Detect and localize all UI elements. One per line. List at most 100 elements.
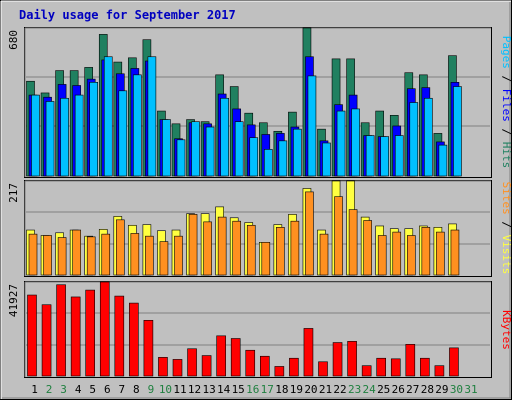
kbytes-bar-kbytes-day-2 <box>41 304 52 377</box>
hits-bar-pages-day-25 <box>380 136 390 177</box>
kbytes-bar-kbytes-day-11 <box>172 359 183 377</box>
visits-bar-sites-day-20 <box>305 191 314 276</box>
kbytes-bar-kbytes-day-10 <box>158 357 168 377</box>
visits-bar-sites-day-25 <box>377 235 387 276</box>
day-label-1: 1 <box>31 383 38 396</box>
day-label-11: 11 <box>173 383 186 396</box>
kbytes-bar-kbytes-day-9 <box>143 320 154 377</box>
day-label-18: 18 <box>275 383 288 396</box>
day-label-28: 28 <box>421 383 434 396</box>
kbytes-bar-kbytes-day-1 <box>27 294 37 377</box>
legend-visits: Visits <box>500 235 512 275</box>
hits-bar-pages-day-10 <box>162 119 171 177</box>
hits-bar-pages-day-9 <box>147 56 157 177</box>
hits-bar-pages-day-15 <box>234 121 244 177</box>
visits-bar-sites-day-10 <box>159 241 169 276</box>
hits-ymax-label: 680 <box>7 30 20 50</box>
hits-bar-pages-day-6 <box>103 56 113 177</box>
visits-bar-sites-day-2 <box>43 235 52 276</box>
day-label-10: 10 <box>159 383 172 396</box>
day-label-31: 31 <box>464 383 477 396</box>
hits-bar-pages-day-23 <box>351 108 360 177</box>
kbytes-bar-kbytes-day-12 <box>187 348 197 377</box>
day-label-2: 2 <box>46 383 53 396</box>
hits-legend: Pages / Files / Hits <box>500 36 512 169</box>
bars <box>26 27 462 377</box>
day-label-6: 6 <box>104 383 111 396</box>
hits-bar-pages-day-3 <box>60 97 69 177</box>
kbytes-bar-kbytes-day-20 <box>303 328 314 377</box>
kbytes-bar-kbytes-day-3 <box>56 284 66 377</box>
kbytes-legend: KBytes <box>500 310 512 350</box>
day-label-25: 25 <box>377 383 390 396</box>
day-label-15: 15 <box>232 383 245 396</box>
kbytes-bar-kbytes-day-22 <box>332 342 343 377</box>
visits-bar-sites-day-4 <box>72 229 81 276</box>
hits-bar-pages-day-8 <box>133 74 142 177</box>
legend-pages: Pages <box>500 36 512 69</box>
kbytes-bar-kbytes-day-17 <box>259 355 270 377</box>
hits-bar-pages-day-7 <box>118 90 128 177</box>
hits-bar-pages-day-16 <box>249 137 259 177</box>
hits-bar-pages-day-20 <box>307 75 317 177</box>
kbytes-bar-kbytes-day-26 <box>390 358 401 377</box>
kbytes-bar-kbytes-day-30 <box>449 347 459 377</box>
kbytes-bar-kbytes-day-16 <box>245 349 256 377</box>
hits-bar-pages-day-19 <box>293 128 302 177</box>
visits-ymax-label: 217 <box>7 183 20 203</box>
kbytes-ymax-label: 41927 <box>7 284 20 317</box>
day-label-21: 21 <box>319 383 332 396</box>
day-label-3: 3 <box>60 383 67 396</box>
visits-bar-sites-day-7 <box>116 219 125 276</box>
kbytes-bar-kbytes-day-8 <box>129 302 139 377</box>
kbytes-bar-kbytes-day-27 <box>405 344 416 377</box>
hits-bar-pages-day-17 <box>263 149 273 177</box>
hits-bar-pages-day-21 <box>322 142 331 177</box>
visits-bar-sites-day-21 <box>319 233 329 276</box>
kbytes-bar-kbytes-day-13 <box>201 355 212 377</box>
visits-bar-sites-day-9 <box>145 235 154 276</box>
visits-bar-sites-day-24 <box>363 220 372 276</box>
visits-bar-sites-day-14 <box>217 216 227 276</box>
visits-bar-sites-day-19 <box>290 220 300 276</box>
kbytes-bar-kbytes-day-5 <box>85 289 95 377</box>
kbytes-bar-kbytes-day-21 <box>318 361 328 377</box>
y-axis-max-labels: 680 217 41927 <box>7 30 20 317</box>
chart-title: Daily usage for September 2017 <box>19 8 236 22</box>
hits-bar-pages-day-29 <box>438 144 448 177</box>
day-label-13: 13 <box>202 383 215 396</box>
visits-bar-sites-day-11 <box>174 235 183 276</box>
day-label-29: 29 <box>435 383 448 396</box>
kbytes-bar-kbytes-day-23 <box>347 341 357 377</box>
legend-hits: Hits <box>500 142 512 169</box>
hits-bar-pages-day-14 <box>220 97 229 177</box>
day-label-12: 12 <box>188 383 201 396</box>
day-label-30: 30 <box>450 383 463 396</box>
day-label-24: 24 <box>363 383 377 396</box>
kbytes-bar-kbytes-day-7 <box>114 295 125 377</box>
visits-bar-sites-day-12 <box>188 214 198 276</box>
day-label-26: 26 <box>392 383 405 396</box>
hits-bar-pages-day-22 <box>336 110 346 177</box>
legend-separator: / <box>500 122 512 142</box>
visits-bar-sites-day-28 <box>421 227 431 276</box>
visits-bar-sites-day-8 <box>130 233 140 276</box>
hits-bar-pages-day-1 <box>31 94 40 177</box>
day-label-8: 8 <box>133 383 140 396</box>
visits-bar-sites-day-13 <box>203 221 212 276</box>
hits-bar-pages-day-4 <box>74 94 84 177</box>
visits-bar-sites-day-22 <box>334 196 343 276</box>
kbytes-bar-kbytes-day-19 <box>289 357 299 377</box>
hits-bar-pages-day-26 <box>394 135 404 177</box>
legend-files: Files <box>500 89 512 122</box>
kbytes-bar-kbytes-day-14 <box>216 335 226 377</box>
visits-bar-sites-day-5 <box>86 236 96 276</box>
kbytes-bar-kbytes-day-15 <box>230 338 241 377</box>
hits-bar-pages-day-18 <box>278 140 288 177</box>
hits-bar-pages-day-5 <box>89 82 98 177</box>
visits-legend: Sites / Visits <box>500 182 512 275</box>
kbytes-bar-kbytes-day-25 <box>376 357 387 377</box>
hits-bar-pages-day-2 <box>45 101 55 177</box>
kbytes-bar-kbytes-day-28 <box>420 357 430 377</box>
hits-bar-pages-day-27 <box>409 102 419 177</box>
